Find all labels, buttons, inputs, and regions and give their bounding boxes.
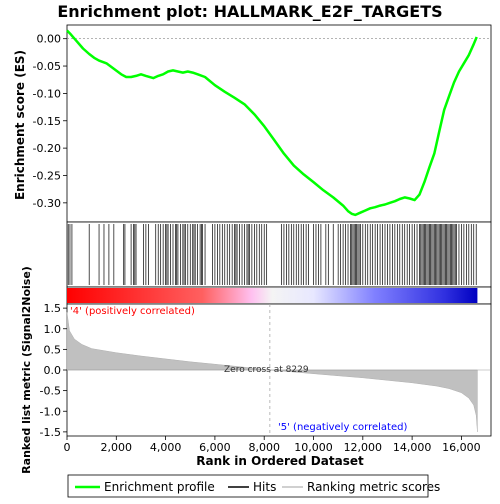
rank-x-tick-label: 16,000 xyxy=(442,441,481,454)
legend-box xyxy=(67,474,429,498)
metric-layer xyxy=(66,304,491,436)
es-y-axis-label: Enrichment score (ES) xyxy=(13,50,27,200)
zero-cross-label: Zero cross at 8229 xyxy=(224,365,309,375)
legend-hits-label: Hits xyxy=(253,480,276,494)
es-y-tick-label: -0.05 xyxy=(33,60,61,73)
rank-x-tick-label: 10,000 xyxy=(294,441,333,454)
es-y-tick-label: 0.00 xyxy=(37,33,62,46)
es-y-axis: 0.00 -0.05 -0.10 -0.15 -0.20 -0.25 -0.30 xyxy=(33,33,67,210)
metric-y-tick-label: 1.0 xyxy=(44,323,62,336)
rank-x-tick-label: 12,000 xyxy=(344,441,383,454)
metric-y-tick-label: 1.5 xyxy=(44,302,62,315)
rank-x-tick-label: 8,000 xyxy=(248,441,280,454)
rank-x-tick-label: 4,000 xyxy=(150,441,182,454)
positive-correlation-label: '4' (positively correlated) xyxy=(70,306,195,317)
rank-x-axis: 0 2,000 4,000 6,000 8,000 10,000 12,000 14,000 1… xyxy=(64,436,481,454)
es-y-tick-label: -0.20 xyxy=(33,142,61,155)
legend-enrichment-label: Enrichment profile xyxy=(104,480,215,494)
metric-y-axis: 1.5 1.0 0.5 0.0 -0.5 -1.0 -1.5 xyxy=(40,302,67,439)
rank-x-axis-label: Rank in Ordered Dataset xyxy=(196,454,364,468)
legend-metric-label: Ranking metric scores xyxy=(307,480,440,494)
metric-y-tick-label: 0.5 xyxy=(44,343,62,356)
rank-x-tick-label: 0 xyxy=(64,441,71,454)
enrichment-panel xyxy=(66,24,492,223)
enrichment-layer xyxy=(66,29,491,217)
es-y-tick-label: -0.15 xyxy=(33,115,61,128)
hits-layer xyxy=(67,224,477,285)
rank-x-tick-label: 6,000 xyxy=(199,441,231,454)
metric-y-tick-label: -0.5 xyxy=(40,385,61,398)
es-y-tick-label: -0.25 xyxy=(33,169,61,182)
chart-title: Enrichment plot: HALLMARK_E2F_TARGETS xyxy=(57,2,442,21)
metric-y-tick-label: -1.5 xyxy=(40,426,61,439)
metric-y-tick-label: -1.0 xyxy=(40,405,61,418)
rank-x-tick-label: 14,000 xyxy=(393,441,432,454)
metric-y-axis-label: Ranked list metric (Signal2Noise) xyxy=(20,266,33,474)
metric-y-tick-label: 0.0 xyxy=(44,364,62,377)
es-y-tick-label: -0.10 xyxy=(33,87,61,100)
es-y-tick-label: -0.30 xyxy=(33,197,61,210)
enrichment-profile-line xyxy=(66,29,478,217)
negative-correlation-label: '5' (negatively correlated) xyxy=(278,422,407,433)
hits-panel xyxy=(66,221,492,288)
rank-color-bar xyxy=(67,288,478,303)
ranking-metric-area xyxy=(66,312,478,432)
rank-x-tick-label: 2,000 xyxy=(101,441,133,454)
